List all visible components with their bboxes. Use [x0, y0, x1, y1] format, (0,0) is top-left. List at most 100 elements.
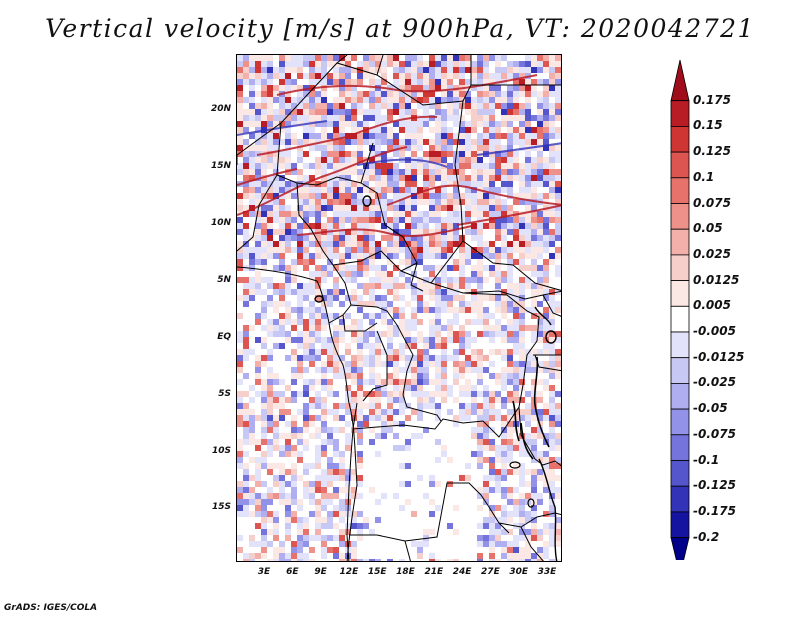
- field-cell: [507, 307, 513, 313]
- field-cell: [303, 163, 309, 169]
- field-cell: [489, 265, 495, 271]
- field-cell: [369, 55, 375, 61]
- field-cell: [549, 493, 555, 499]
- field-cell: [555, 127, 561, 133]
- field-cell: [285, 187, 291, 193]
- field-cell: [267, 469, 273, 475]
- field-cell: [549, 121, 555, 127]
- field-cell: [369, 115, 375, 121]
- field-cell: [471, 151, 477, 157]
- field-cell: [321, 397, 327, 403]
- field-cell: [495, 235, 501, 241]
- field-cell: [405, 55, 411, 61]
- field-cell: [345, 559, 351, 561]
- field-cell: [507, 223, 513, 229]
- field-cell: [369, 331, 375, 337]
- field-cell: [357, 217, 363, 223]
- field-cell: [333, 361, 339, 367]
- field-cell: [303, 421, 309, 427]
- lake-outline: [520, 422, 534, 460]
- field-cell: [375, 79, 381, 85]
- field-cell: [483, 355, 489, 361]
- field-cell: [333, 211, 339, 217]
- field-cell: [537, 181, 543, 187]
- field-cell: [261, 493, 267, 499]
- field-cell: [531, 433, 537, 439]
- field-cell: [285, 217, 291, 223]
- field-cell: [249, 493, 255, 499]
- field-cell: [477, 259, 483, 265]
- field-cell: [297, 547, 303, 553]
- field-cell: [303, 73, 309, 79]
- field-cell: [513, 553, 519, 559]
- field-cell: [471, 193, 477, 199]
- field-cell: [405, 103, 411, 109]
- field-cell: [507, 181, 513, 187]
- field-cell: [519, 235, 525, 241]
- field-cell: [273, 553, 279, 559]
- field-cell: [267, 319, 273, 325]
- colorbar-tick-label: 0.125: [693, 144, 731, 159]
- field-cell: [339, 73, 345, 79]
- field-cell: [441, 253, 447, 259]
- field-cell: [519, 379, 525, 385]
- field-cell: [237, 199, 243, 205]
- field-cell: [333, 487, 339, 493]
- field-cell: [297, 517, 303, 523]
- field-cell: [435, 391, 441, 397]
- field-cell: [549, 259, 555, 265]
- field-cell: [543, 319, 549, 325]
- field-cell: [423, 235, 429, 241]
- field-cell: [495, 259, 501, 265]
- field-cell: [375, 241, 381, 247]
- field-cell: [429, 247, 435, 253]
- field-cell: [501, 487, 507, 493]
- field-cell: [489, 115, 495, 121]
- field-cell: [525, 361, 531, 367]
- field-cell: [357, 139, 363, 145]
- field-cell: [459, 193, 465, 199]
- field-cell: [309, 277, 315, 283]
- field-cell: [543, 487, 549, 493]
- field-cell: [453, 97, 459, 103]
- field-cell: [465, 217, 471, 223]
- field-cell: [387, 205, 393, 211]
- colorbar: [670, 60, 690, 560]
- field-cell: [441, 235, 447, 241]
- field-cell: [243, 139, 249, 145]
- field-cell: [405, 241, 411, 247]
- field-cell: [417, 199, 423, 205]
- field-cell: [435, 205, 441, 211]
- field-cell: [345, 373, 351, 379]
- field-cell: [243, 73, 249, 79]
- field-cell: [477, 253, 483, 259]
- field-cell: [351, 241, 357, 247]
- field-cell: [273, 433, 279, 439]
- field-cell: [273, 439, 279, 445]
- field-cell: [495, 187, 501, 193]
- field-cell: [519, 127, 525, 133]
- border-line: [362, 330, 388, 402]
- field-cell: [333, 67, 339, 73]
- field-cell: [519, 517, 525, 523]
- field-cell: [471, 115, 477, 121]
- field-cell: [459, 199, 465, 205]
- field-cell: [561, 427, 562, 433]
- field-cell: [321, 409, 327, 415]
- field-cell: [507, 187, 513, 193]
- field-cell: [255, 493, 261, 499]
- field-cell: [237, 349, 243, 355]
- field-cell: [273, 529, 279, 535]
- field-cell: [495, 331, 501, 337]
- field-cell: [483, 97, 489, 103]
- field-cell: [393, 175, 399, 181]
- field-cell: [399, 295, 405, 301]
- field-cell: [453, 313, 459, 319]
- field-cell: [387, 415, 393, 421]
- colorbar-cell: [670, 100, 690, 127]
- field-cell: [465, 79, 471, 85]
- field-cell: [321, 499, 327, 505]
- field-cell: [363, 355, 369, 361]
- field-cell: [537, 289, 543, 295]
- field-cell: [351, 367, 357, 373]
